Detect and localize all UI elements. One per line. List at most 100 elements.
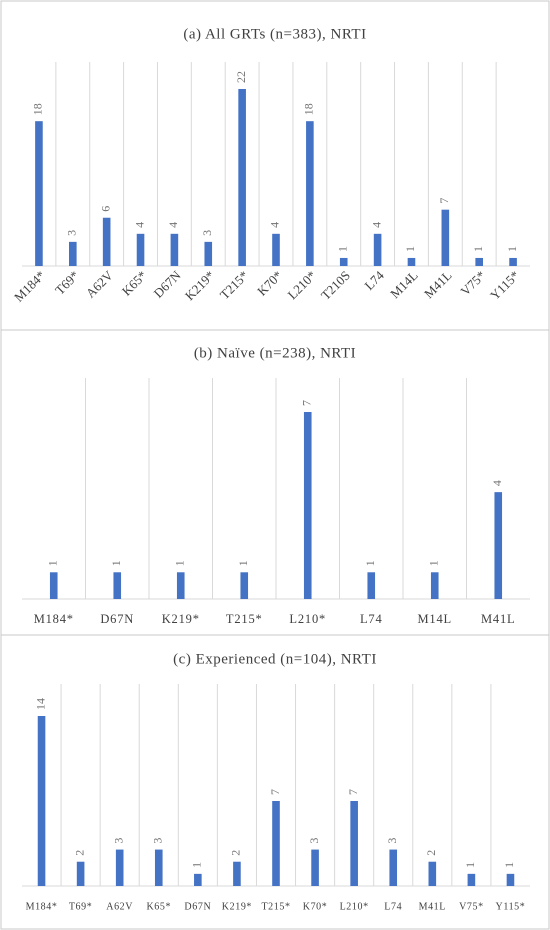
x-tick-label: L210* bbox=[284, 268, 319, 303]
x-tick-label: T215* bbox=[261, 901, 290, 912]
x-tick-label: L74 bbox=[384, 901, 402, 912]
bar bbox=[407, 257, 416, 266]
value-label: 1 bbox=[502, 862, 516, 868]
value-label: 22 bbox=[234, 71, 248, 83]
chart-title: (a) All GRTs (n=383), NRTI bbox=[183, 26, 366, 42]
bar bbox=[272, 233, 280, 266]
value-label: 2 bbox=[72, 850, 86, 856]
bar bbox=[389, 849, 398, 886]
value-label: 1 bbox=[505, 246, 519, 252]
bar bbox=[102, 217, 111, 266]
bar bbox=[467, 873, 476, 886]
bar bbox=[113, 572, 122, 599]
value-label: 1 bbox=[335, 246, 349, 252]
value-label: 7 bbox=[437, 198, 451, 204]
value-label: 2 bbox=[229, 850, 243, 856]
x-tick-label: M184* bbox=[26, 901, 58, 912]
x-tick-label: M41L bbox=[481, 612, 515, 626]
x-tick-label: D67N bbox=[184, 901, 211, 912]
value-label: 3 bbox=[385, 838, 399, 844]
x-tick-label: M184* bbox=[34, 612, 74, 626]
x-tick-label: T210S bbox=[318, 268, 353, 303]
bar bbox=[373, 233, 382, 266]
bar bbox=[233, 861, 241, 886]
bar bbox=[194, 873, 202, 886]
value-label: 1 bbox=[173, 560, 187, 566]
x-tick-label: T215* bbox=[217, 268, 252, 303]
x-tick-label: T215* bbox=[226, 612, 263, 626]
x-tick-label: T69* bbox=[52, 268, 82, 298]
x-tick-label: D67N bbox=[151, 267, 185, 301]
bar bbox=[136, 233, 145, 266]
value-label: 3 bbox=[151, 838, 165, 844]
bar bbox=[35, 121, 43, 266]
x-tick-label: M184* bbox=[11, 268, 48, 305]
value-label: 1 bbox=[471, 246, 485, 252]
value-label: 6 bbox=[98, 206, 112, 212]
value-label: 1 bbox=[463, 862, 477, 868]
chart-title: (c) Experienced (n=104), NRTI bbox=[173, 651, 377, 667]
bar bbox=[115, 849, 124, 886]
value-label: 1 bbox=[427, 560, 441, 566]
bar bbox=[509, 257, 517, 266]
bar bbox=[303, 412, 312, 599]
bar bbox=[339, 257, 348, 266]
x-tick-label: L74 bbox=[361, 267, 387, 293]
x-tick-label: K70* bbox=[254, 268, 285, 299]
value-label: 18 bbox=[31, 103, 45, 115]
bar bbox=[306, 121, 314, 266]
bar bbox=[506, 873, 515, 886]
value-label: 1 bbox=[46, 560, 60, 566]
bar bbox=[69, 241, 77, 266]
x-tick-label: L210* bbox=[289, 612, 326, 626]
value-label: 7 bbox=[346, 789, 360, 795]
value-label: 1 bbox=[363, 560, 377, 566]
bar bbox=[37, 716, 46, 886]
bar bbox=[76, 861, 85, 886]
bar bbox=[170, 233, 179, 266]
value-label: 14 bbox=[33, 698, 47, 710]
value-label: 3 bbox=[307, 838, 321, 844]
bar bbox=[272, 801, 280, 886]
x-tick-label: K219* bbox=[162, 612, 200, 626]
value-label: 4 bbox=[166, 222, 180, 228]
x-tick-label: A62V bbox=[106, 901, 133, 912]
value-label: 18 bbox=[302, 103, 316, 115]
x-tick-label: K65* bbox=[119, 268, 150, 299]
value-label: 4 bbox=[490, 480, 504, 486]
bar bbox=[240, 572, 249, 599]
bar bbox=[494, 492, 503, 599]
x-tick-label: M41L bbox=[419, 901, 446, 912]
value-label: 2 bbox=[424, 850, 438, 856]
chart-title: (b) Naïve (n=238), NRTI bbox=[194, 345, 356, 361]
value-label: 3 bbox=[65, 230, 79, 236]
value-label: 4 bbox=[268, 222, 282, 228]
value-label: 3 bbox=[111, 838, 125, 844]
x-tick-label: T69* bbox=[69, 901, 93, 912]
x-tick-label: L210* bbox=[340, 901, 369, 912]
value-label: 1 bbox=[190, 862, 204, 868]
bar bbox=[238, 89, 246, 266]
x-tick-label: L74 bbox=[360, 612, 383, 626]
x-tick-label: K219* bbox=[182, 268, 218, 304]
value-label: 4 bbox=[369, 222, 383, 228]
bar bbox=[311, 849, 319, 886]
value-label: 1 bbox=[236, 560, 250, 566]
x-tick-label: K70* bbox=[303, 901, 328, 912]
x-tick-label: M14L bbox=[387, 268, 421, 302]
value-label: 7 bbox=[268, 789, 282, 795]
bar bbox=[430, 572, 439, 599]
x-tick-label: Y115* bbox=[496, 901, 526, 912]
panel-border bbox=[0, 634, 550, 930]
bar bbox=[176, 572, 185, 599]
value-label: 7 bbox=[300, 400, 314, 406]
x-tick-label: V75* bbox=[457, 268, 488, 299]
value-label: 1 bbox=[109, 560, 123, 566]
bar bbox=[49, 572, 58, 599]
bar bbox=[428, 861, 437, 886]
x-tick-label: K65* bbox=[146, 901, 171, 912]
x-tick-label: M41L bbox=[421, 268, 455, 302]
bar bbox=[154, 849, 163, 886]
bar bbox=[350, 801, 358, 886]
